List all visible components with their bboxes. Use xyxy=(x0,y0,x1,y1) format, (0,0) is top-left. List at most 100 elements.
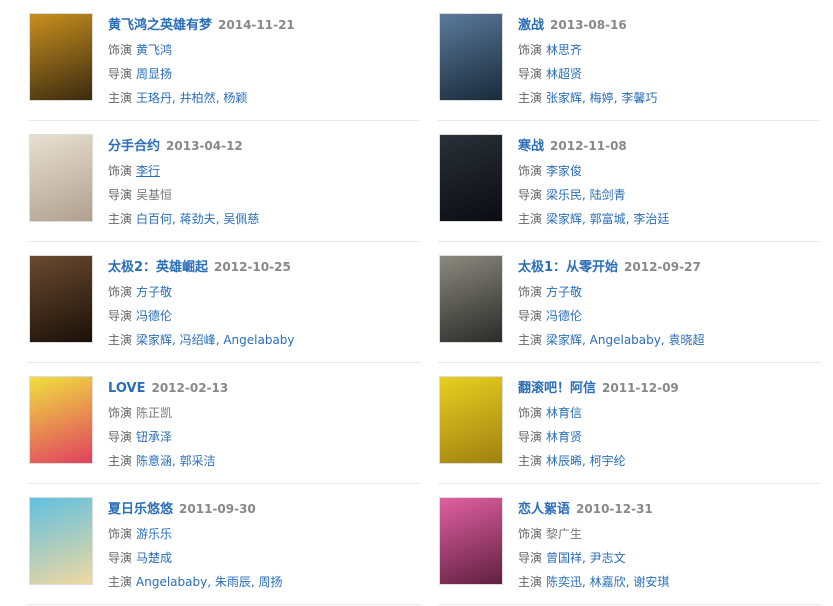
director-row: 导演 曾国祥, 尹志文 xyxy=(518,546,669,570)
cast-row: 主演 林辰晞, 柯宇纶 xyxy=(518,449,679,473)
person-link[interactable]: 杨颖 xyxy=(223,91,248,105)
director-row: 导演 林超贤 xyxy=(518,62,657,86)
cast-label: 主演 xyxy=(518,91,543,105)
cast-row: 主演 陈意涵, 郭采洁 xyxy=(108,449,228,473)
person-link[interactable]: 张家辉 xyxy=(546,91,583,105)
movie-poster[interactable] xyxy=(439,376,503,464)
person-link[interactable]: 郭采洁 xyxy=(179,454,216,468)
person-link[interactable]: 李馨巧 xyxy=(621,91,658,105)
movie-info: 夏日乐悠悠 2011-09-30 饰演 游乐乐 导演 马楚成 主演 Angelababy, 朱… xyxy=(108,497,283,594)
movie-title[interactable]: 黄飞鸿之英雄有梦 xyxy=(108,18,213,33)
person-link[interactable]: 梁家辉 xyxy=(546,212,583,226)
director-label: 导演 xyxy=(518,309,543,323)
role-label: 饰演 xyxy=(518,406,543,420)
person-link[interactable]: 谢安琪 xyxy=(633,575,670,589)
person-link[interactable]: Angelababy xyxy=(223,333,295,347)
person-link[interactable]: 陈奕迅 xyxy=(546,575,583,589)
person-link[interactable]: 曾国祥 xyxy=(546,551,583,565)
director-row: 导演 钮承泽 xyxy=(108,425,228,449)
movie-poster[interactable] xyxy=(439,134,503,222)
movie-grid: 黄飞鸿之英雄有梦 2014-11-21 饰演 黄飞鸿 导演 周显扬 主演 王珞丹, 井柏然, … xyxy=(28,0,820,605)
role-row: 饰演 林育信 xyxy=(518,401,679,425)
movie-poster[interactable] xyxy=(439,497,503,585)
role-row: 饰演 林思齐 xyxy=(518,38,657,62)
person-link[interactable]: 梁乐民 xyxy=(546,188,583,202)
director-row: 导演 马楚成 xyxy=(108,546,283,570)
director-label: 导演 xyxy=(518,551,543,565)
person-link[interactable]: 白百何 xyxy=(136,212,173,226)
movie-info: 太极2：英雄崛起 2012-10-25 饰演 方子敬 导演 冯德伦 主演 梁家辉, 冯绍峰, … xyxy=(108,255,295,352)
person-link[interactable]: 陆剑青 xyxy=(589,188,626,202)
person-link[interactable]: 郭富城 xyxy=(589,212,626,226)
person-link[interactable]: 冯德伦 xyxy=(136,309,173,323)
person-link[interactable]: 林育贤 xyxy=(546,430,583,444)
movie-title[interactable]: LOVE xyxy=(108,381,146,396)
person-link[interactable]: 李家俊 xyxy=(546,164,583,178)
director-label: 导演 xyxy=(518,67,543,81)
person-link[interactable]: 马楚成 xyxy=(136,551,173,565)
person-link[interactable]: 周扬 xyxy=(258,575,283,589)
person-link[interactable]: 梅婷 xyxy=(589,91,614,105)
director-label: 导演 xyxy=(518,430,543,444)
person-link[interactable]: 林嘉欣 xyxy=(589,575,626,589)
director-row: 导演 吴基恒 xyxy=(108,183,259,207)
person-link[interactable]: 蒋劲夫 xyxy=(179,212,216,226)
movie-title[interactable]: 分手合约 xyxy=(108,139,161,154)
person-link[interactable]: 方子敬 xyxy=(546,285,583,299)
movie-poster[interactable] xyxy=(29,134,93,222)
person-link[interactable]: 袁晓超 xyxy=(668,333,705,347)
person-link[interactable]: 王珞丹 xyxy=(136,91,173,105)
separator: , xyxy=(582,575,590,589)
separator: , xyxy=(215,333,224,347)
person-link[interactable]: 林思齐 xyxy=(546,43,583,57)
role-row: 饰演 陈正凯 xyxy=(108,401,228,425)
person-link[interactable]: Angelababy xyxy=(136,575,208,589)
movie-title[interactable]: 翻滚吧！阿信 xyxy=(518,381,597,396)
separator: , xyxy=(172,454,180,468)
person-link[interactable]: 李行 xyxy=(136,164,161,178)
movie-card: LOVE 2012-02-13 饰演 陈正凯 导演 钮承泽 主演 陈意涵, 郭采洁 xyxy=(28,363,420,484)
movie-poster[interactable] xyxy=(439,255,503,343)
movie-poster[interactable] xyxy=(29,497,93,585)
person-link[interactable]: 吴佩慈 xyxy=(223,212,260,226)
person-link[interactable]: 方子敬 xyxy=(136,285,173,299)
release-date: 2013-04-12 xyxy=(166,139,243,153)
separator: , xyxy=(172,212,180,226)
person-link[interactable]: 陈意涵 xyxy=(136,454,173,468)
person-link[interactable]: 周显扬 xyxy=(136,67,173,81)
person-link[interactable]: 梁家辉 xyxy=(136,333,173,347)
movie-poster[interactable] xyxy=(29,376,93,464)
person-link[interactable]: 钮承泽 xyxy=(136,430,173,444)
person-link[interactable]: 井柏然 xyxy=(179,91,216,105)
person-link[interactable]: 梁家辉 xyxy=(546,333,583,347)
person-link[interactable]: 尹志文 xyxy=(589,551,626,565)
movie-title[interactable]: 太极2：英雄崛起 xyxy=(108,260,209,275)
movie-title[interactable]: 太极1：从零开始 xyxy=(518,260,619,275)
director-row: 导演 冯德伦 xyxy=(108,304,295,328)
movie-poster[interactable] xyxy=(439,13,503,101)
movie-poster[interactable] xyxy=(29,13,93,101)
movie-card: 夏日乐悠悠 2011-09-30 饰演 游乐乐 导演 马楚成 主演 Angelababy, 朱… xyxy=(28,484,420,605)
person-link[interactable]: 柯宇纶 xyxy=(589,454,626,468)
person-link[interactable]: 冯绍峰 xyxy=(179,333,216,347)
person-link[interactable]: 林育信 xyxy=(546,406,583,420)
person-link[interactable]: Angelababy xyxy=(589,333,661,347)
person-link[interactable]: 黄飞鸿 xyxy=(136,43,173,57)
director-row: 导演 梁乐民, 陆剑青 xyxy=(518,183,669,207)
person-link[interactable]: 游乐乐 xyxy=(136,527,173,541)
cast-label: 主演 xyxy=(518,575,543,589)
movie-title[interactable]: 夏日乐悠悠 xyxy=(108,502,174,517)
person-link[interactable]: 朱雨辰 xyxy=(214,575,251,589)
person-link[interactable]: 冯德伦 xyxy=(546,309,583,323)
role-label: 饰演 xyxy=(108,406,133,420)
movie-title[interactable]: 寒战 xyxy=(518,139,545,154)
cast-label: 主演 xyxy=(518,212,543,226)
separator: , xyxy=(250,575,259,589)
cast-label: 主演 xyxy=(108,575,133,589)
movie-poster[interactable] xyxy=(29,255,93,343)
movie-title[interactable]: 恋人絮语 xyxy=(518,502,571,517)
movie-title[interactable]: 激战 xyxy=(518,18,545,33)
person-link[interactable]: 林超贤 xyxy=(546,67,583,81)
person-link[interactable]: 林辰晞 xyxy=(546,454,583,468)
person-link[interactable]: 李治廷 xyxy=(633,212,670,226)
